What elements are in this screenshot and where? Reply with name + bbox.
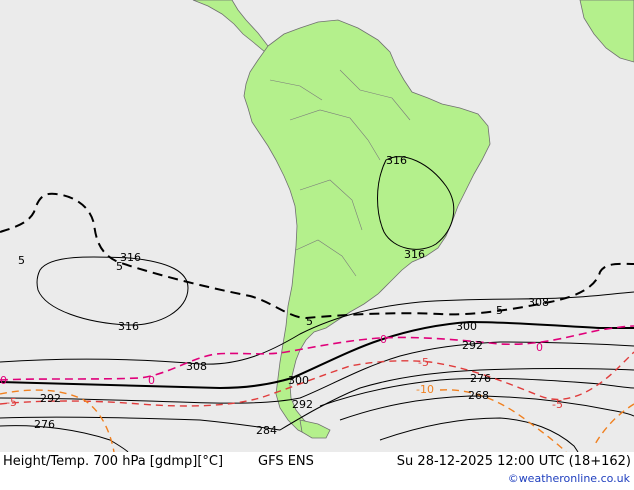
temp-label: -5	[6, 396, 17, 409]
height-label: 276	[34, 418, 55, 431]
border-line	[299, 179, 363, 231]
height-label: 284	[256, 424, 277, 437]
height-contour-layer	[0, 156, 634, 452]
isotherm-minus10	[439, 389, 567, 452]
contour-316-brazil	[377, 156, 455, 250]
temp-label: 0	[536, 341, 543, 354]
height-label: 300	[288, 374, 309, 387]
isotherm-minus10-east	[593, 403, 634, 447]
credit-link[interactable]: ©weatheronline.co.uk	[507, 472, 630, 485]
height-label: 292	[292, 398, 313, 411]
border-layer	[269, 69, 411, 277]
weather-map: 316 316 316 316 308 308 300 300 292 292 …	[0, 0, 634, 452]
height-label: 268	[468, 389, 489, 402]
border-line	[339, 69, 411, 121]
height-label-layer: 316 316 316 316 308 308 300 300 292 292 …	[34, 154, 549, 437]
temp-label: 0	[0, 374, 7, 387]
parameter-label: Height/Temp. 700 hPa [gdmp][°C]	[3, 454, 224, 469]
border-line	[289, 109, 381, 161]
temp-label: 0	[380, 333, 387, 346]
temp-label: 5	[306, 315, 313, 328]
temp-label: -5	[418, 356, 429, 369]
land-tierra-del-fuego	[299, 419, 331, 439]
isotherm-minus10-west	[0, 389, 115, 452]
height-label: 316	[386, 154, 407, 167]
valid-time: Su 28-12-2025 12:00 UTC (18+162)	[396, 454, 631, 469]
height-label: 308	[186, 360, 207, 373]
temp-label: 5	[18, 254, 25, 267]
model-name: GFS ENS	[258, 454, 314, 469]
height-label: 276	[470, 372, 491, 385]
height-label: 308	[528, 296, 549, 309]
height-label: 316	[120, 251, 141, 264]
contour-316-pacific	[36, 256, 189, 326]
map-canvas: 316 316 316 316 308 308 300 300 292 292 …	[0, 0, 634, 452]
height-label: 316	[118, 320, 139, 333]
isotherm-5	[0, 192, 634, 320]
isotherm-minus5	[0, 351, 634, 407]
height-label: 292	[462, 339, 483, 352]
contour-260	[379, 417, 579, 452]
temp-label: 5	[116, 260, 123, 273]
temp-label: 5	[496, 304, 503, 317]
border-line	[269, 79, 323, 101]
contour-308	[0, 291, 634, 365]
contour-284	[0, 368, 634, 431]
temp-label: -10	[416, 383, 434, 396]
contour-276-east	[319, 377, 634, 407]
temp-label: 0	[148, 374, 155, 387]
border-line	[295, 239, 357, 277]
contour-292	[0, 341, 634, 404]
map-footer: Height/Temp. 700 hPa [gdmp][°C] GFS ENS …	[0, 452, 634, 490]
temperature-contour-layer	[0, 192, 634, 452]
height-label: 292	[40, 392, 61, 405]
contour-268	[339, 395, 634, 421]
temp-label: -5	[552, 398, 563, 411]
height-label: 300	[456, 320, 477, 333]
contour-300-bold	[0, 320, 634, 390]
height-label: 316	[404, 248, 425, 261]
temperature-label-layer: 5 5 5 5 0 0 0 0 -5 -5 -5 -10	[0, 254, 563, 411]
land-africa-corner	[579, 0, 634, 63]
isotherm-0	[0, 325, 634, 381]
contour-276	[0, 425, 129, 452]
